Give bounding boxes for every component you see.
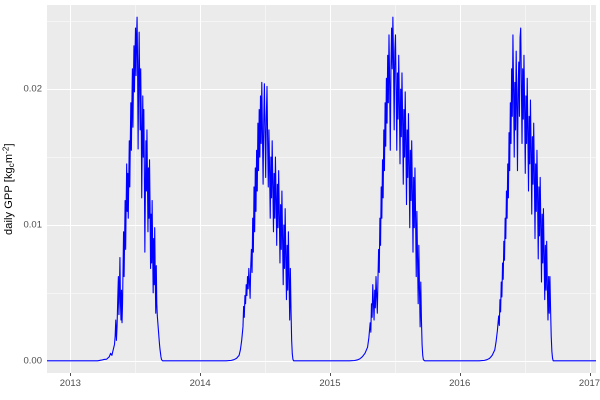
y-axis-title-sup: -2 xyxy=(1,146,11,154)
gridline-minor-horizontal xyxy=(47,292,596,294)
x-axis-tick-label: 2014 xyxy=(189,378,211,389)
x-axis-tick-mark xyxy=(589,373,591,376)
y-axis-tick-label: 0.02 xyxy=(23,83,43,95)
gridline-minor-vertical xyxy=(135,5,136,373)
gridline-major-vertical xyxy=(329,5,332,373)
x-axis-tick-mark xyxy=(70,373,72,376)
series-line-daily-gpp xyxy=(47,16,596,362)
x-axis-tick-label: 2015 xyxy=(319,378,341,389)
gridline-minor-horizontal xyxy=(47,21,596,22)
x-axis-tick-mark xyxy=(459,373,461,376)
x-axis-tick-label: 2017 xyxy=(578,378,600,389)
gridline-minor-vertical xyxy=(265,5,266,373)
x-axis-tick-label: 2013 xyxy=(59,378,81,389)
x-axis-tick-mark xyxy=(200,373,202,376)
y-axis-tick-label: 0.01 xyxy=(23,219,43,231)
plot-panel xyxy=(47,5,596,373)
gridline-major-horizontal xyxy=(47,89,596,91)
y-axis-title-main: daily GPP [kg xyxy=(3,167,16,235)
gridline-major-vertical xyxy=(459,5,461,373)
y-axis-title-sub: c xyxy=(7,162,17,168)
gridline-major-horizontal xyxy=(47,224,596,227)
gridline-major-vertical xyxy=(200,5,202,373)
gridline-minor-vertical xyxy=(394,5,396,373)
x-axis-tick-mark xyxy=(329,373,331,376)
y-axis-title-mid: m xyxy=(3,153,16,163)
gridline-major-vertical xyxy=(70,5,72,373)
y-axis-tick-label: 0.00 xyxy=(23,355,43,367)
gridline-major-vertical xyxy=(589,5,591,373)
y-axis-tick-labels: 0.00 0.01 0.02 xyxy=(18,0,64,400)
y-axis-title: daily GPP [kgcm-2] xyxy=(0,0,18,378)
series-polyline xyxy=(47,16,596,362)
gridline-minor-vertical xyxy=(524,5,526,373)
x-axis-tick-label: 2016 xyxy=(449,378,471,389)
gridline-minor-horizontal xyxy=(47,157,596,158)
y-axis-title-tail: ] xyxy=(3,143,16,147)
